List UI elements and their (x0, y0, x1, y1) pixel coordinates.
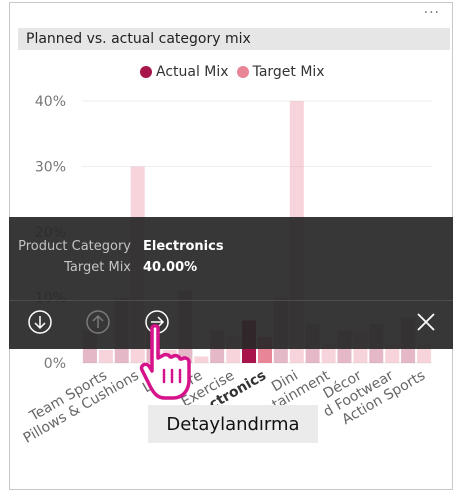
close-icon (417, 313, 435, 331)
legend-marker-actual (140, 66, 152, 78)
drill-up-button[interactable] (85, 309, 111, 335)
drill-down-button[interactable] (27, 309, 53, 335)
close-tooltip-button[interactable] (413, 309, 439, 335)
legend-label-target: Target Mix (252, 64, 325, 80)
arrow-up-circle-icon (86, 310, 110, 334)
tooltip-divider (9, 300, 453, 301)
arrow-down-circle-icon (28, 310, 52, 334)
y-tick-label: 30% (35, 160, 66, 176)
y-tick-label: 0% (44, 356, 66, 372)
legend-entry-target[interactable]: Target Mix (236, 64, 325, 80)
bar-target-0[interactable] (98, 349, 113, 363)
legend-entry-actual[interactable]: Actual Mix (140, 64, 229, 80)
legend-label-actual: Actual Mix (156, 64, 229, 80)
y-tick-label: 40% (35, 94, 66, 110)
visual-title-bar: Planned vs. actual category mix (18, 28, 450, 50)
tooltip-label-category: Product Category (18, 239, 131, 254)
tooltip-label-target: Target Mix (64, 260, 131, 275)
chart-legend: Actual Mix Target Mix (140, 64, 333, 80)
tooltip-value-target: 40.00% (143, 260, 198, 275)
callout-text: Detaylandırma (166, 413, 300, 435)
drillthrough-callout: Detaylandırma (148, 405, 318, 443)
tooltip-value-category: Electronics (143, 239, 224, 254)
bar-target-3[interactable] (194, 356, 209, 363)
pointer-hand-icon (139, 324, 191, 400)
legend-marker-target (236, 66, 249, 78)
visual-title: Planned vs. actual category mix (26, 31, 251, 47)
more-options-button[interactable]: ··· (423, 5, 440, 21)
tooltip-panel: Product Category Electronics Target Mix … (9, 217, 453, 349)
